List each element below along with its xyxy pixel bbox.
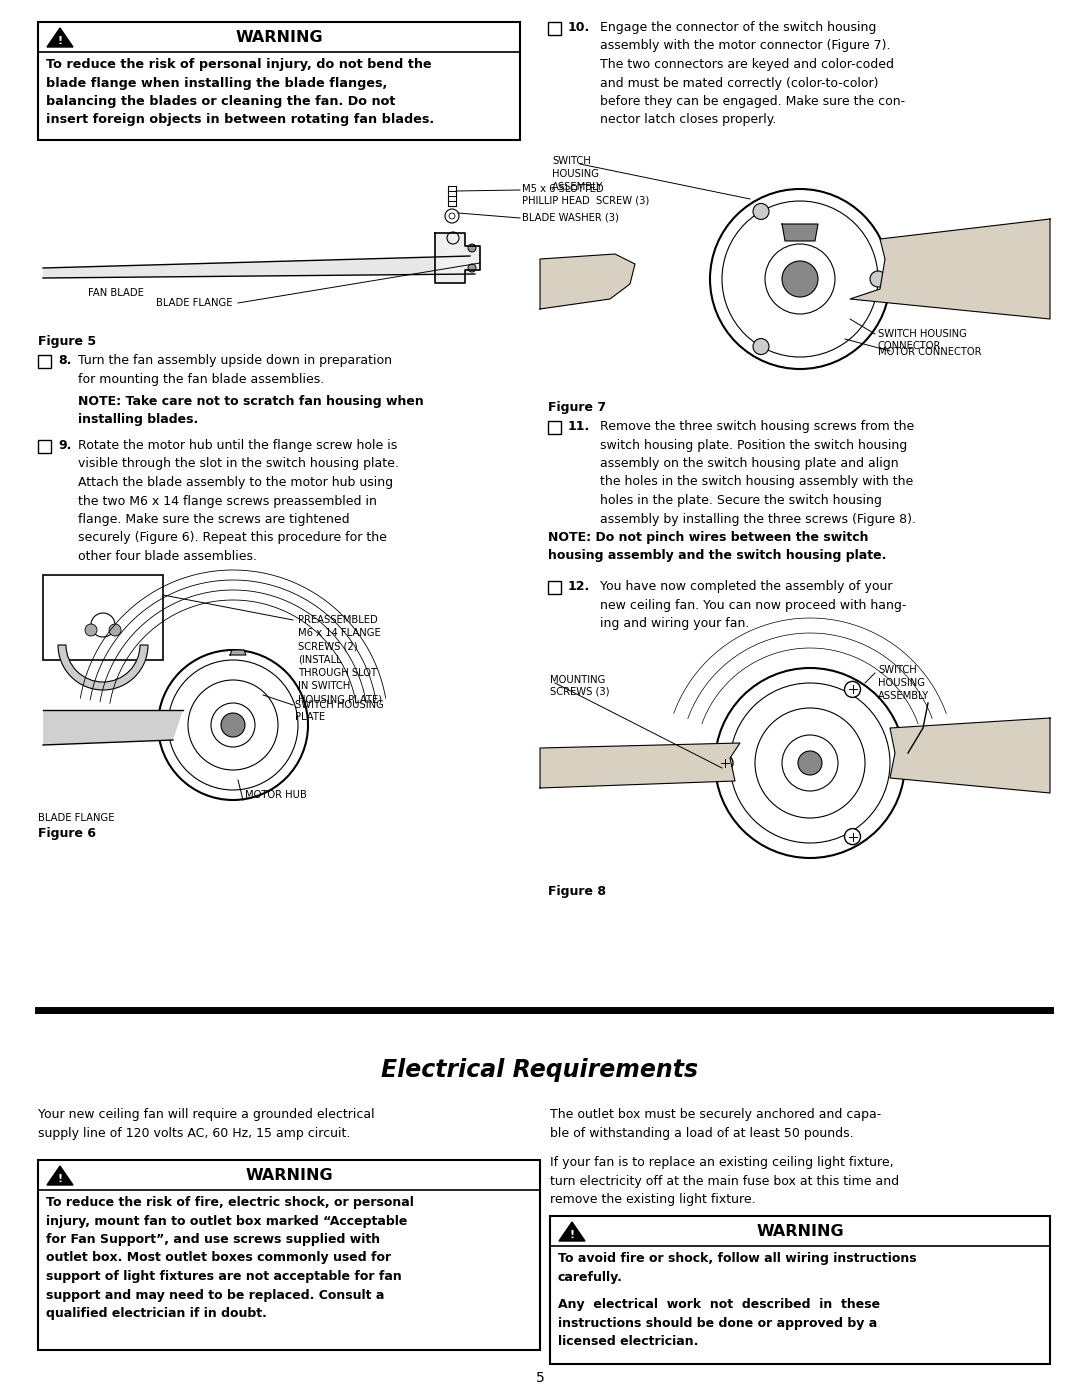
Text: The outlet box must be securely anchored and capa-
ble of withstanding a load of: The outlet box must be securely anchored…: [550, 1108, 881, 1140]
Text: MOUNTING
SCREWS (3): MOUNTING SCREWS (3): [550, 675, 609, 697]
Polygon shape: [230, 650, 246, 655]
Polygon shape: [559, 1222, 585, 1241]
Circle shape: [468, 264, 476, 272]
Polygon shape: [435, 233, 480, 284]
Text: BLADE FLANGE: BLADE FLANGE: [157, 298, 233, 307]
Text: !: !: [57, 36, 63, 46]
Polygon shape: [782, 224, 818, 242]
Polygon shape: [540, 254, 635, 309]
Text: Rotate the motor hub until the flange screw hole is
visible through the slot in : Rotate the motor hub until the flange sc…: [78, 439, 399, 563]
Text: To reduce the risk of fire, electric shock, or personal
injury, mount fan to out: To reduce the risk of fire, electric sho…: [46, 1196, 414, 1320]
Text: WARNING: WARNING: [245, 1168, 333, 1182]
Circle shape: [468, 244, 476, 251]
Text: SWITCH HOUSING
CONNECTOR: SWITCH HOUSING CONNECTOR: [878, 330, 967, 351]
Text: Figure 6: Figure 6: [38, 827, 96, 840]
Bar: [548, 22, 561, 35]
Text: Engage the connector of the switch housing
assembly with the motor connector (Fi: Engage the connector of the switch housi…: [600, 21, 905, 127]
Text: Figure 5: Figure 5: [38, 335, 96, 348]
Polygon shape: [48, 1166, 73, 1185]
Text: BLADE FLANGE: BLADE FLANGE: [38, 813, 114, 823]
Circle shape: [109, 624, 121, 636]
Bar: [38, 22, 519, 140]
Bar: [43, 576, 163, 659]
Circle shape: [782, 261, 818, 298]
Circle shape: [753, 338, 769, 355]
Bar: [550, 1215, 1050, 1363]
Text: 10.: 10.: [568, 21, 591, 34]
Text: Electrical Requirements: Electrical Requirements: [381, 1058, 699, 1083]
Text: BLADE WASHER (3): BLADE WASHER (3): [522, 212, 619, 222]
Text: 11.: 11.: [568, 420, 591, 433]
Text: MOTOR HUB: MOTOR HUB: [245, 789, 307, 800]
Text: If your fan is to replace an existing ceiling light fixture,
turn electricity of: If your fan is to replace an existing ce…: [550, 1155, 900, 1206]
Text: Turn the fan assembly upside down in preparation
for mounting the fan blade asse: Turn the fan assembly upside down in pre…: [78, 353, 392, 386]
Bar: [548, 581, 561, 594]
Text: 5: 5: [536, 1370, 544, 1384]
Text: Any  electrical  work  not  described  in  these
instructions should be done or : Any electrical work not described in the…: [558, 1298, 880, 1348]
Text: Figure 8: Figure 8: [548, 886, 606, 898]
Bar: [38, 440, 51, 453]
Text: 9.: 9.: [58, 439, 71, 453]
Text: Remove the three switch housing screws from the
switch housing plate. Position t: Remove the three switch housing screws f…: [600, 420, 916, 525]
Circle shape: [845, 682, 861, 697]
Polygon shape: [540, 743, 740, 788]
Polygon shape: [850, 219, 1050, 319]
Text: To avoid fire or shock, follow all wiring instructions
carefully.: To avoid fire or shock, follow all wirin…: [558, 1252, 917, 1284]
Circle shape: [798, 752, 822, 775]
Circle shape: [221, 712, 245, 738]
Polygon shape: [890, 718, 1050, 793]
Circle shape: [753, 204, 769, 219]
Text: FAN BLADE: FAN BLADE: [87, 288, 144, 298]
Bar: [38, 1160, 540, 1350]
Circle shape: [870, 271, 886, 286]
Text: To reduce the risk of personal injury, do not bend the
blade flange when install: To reduce the risk of personal injury, d…: [46, 59, 434, 127]
Wedge shape: [58, 645, 148, 690]
Text: SWITCH HOUSING
PLATE: SWITCH HOUSING PLATE: [295, 700, 383, 722]
Text: WARNING: WARNING: [235, 29, 323, 45]
Text: WARNING: WARNING: [756, 1224, 843, 1239]
Bar: [548, 420, 561, 434]
Text: MOTOR CONNECTOR: MOTOR CONNECTOR: [878, 346, 982, 358]
Text: SWITCH
HOUSING
ASSEMBLY: SWITCH HOUSING ASSEMBLY: [552, 156, 604, 193]
Polygon shape: [48, 28, 73, 47]
Text: 8.: 8.: [58, 353, 71, 367]
Text: SWITCH
HOUSING
ASSEMBLY: SWITCH HOUSING ASSEMBLY: [878, 665, 929, 701]
Text: M5 x 6 SLOTTED
PHILLIP HEAD  SCREW (3): M5 x 6 SLOTTED PHILLIP HEAD SCREW (3): [522, 184, 649, 205]
Text: Figure 7: Figure 7: [548, 401, 606, 414]
Circle shape: [717, 754, 733, 771]
Text: You have now completed the assembly of your
new ceiling fan. You can now proceed: You have now completed the assembly of y…: [600, 580, 906, 630]
Text: !: !: [57, 1173, 63, 1183]
Polygon shape: [43, 710, 183, 745]
Text: NOTE: Take care not to scratch fan housing when
installing blades.: NOTE: Take care not to scratch fan housi…: [78, 395, 423, 426]
Text: PREASSEMBLED
M6 x 14 FLANGE
SCREWS (2)
(INSTALL
THROUGH SLOT
IN SWITCH
HOUSING P: PREASSEMBLED M6 x 14 FLANGE SCREWS (2) (…: [298, 615, 382, 704]
Circle shape: [91, 613, 114, 637]
Text: !: !: [569, 1229, 575, 1239]
Text: Your new ceiling fan will require a grounded electrical
supply line of 120 volts: Your new ceiling fan will require a grou…: [38, 1108, 375, 1140]
Bar: [38, 355, 51, 367]
Text: NOTE: Do not pinch wires between the switch
housing assembly and the switch hous: NOTE: Do not pinch wires between the swi…: [548, 531, 887, 563]
Text: 12.: 12.: [568, 580, 591, 592]
Polygon shape: [43, 256, 475, 278]
Circle shape: [85, 624, 97, 636]
Circle shape: [845, 828, 861, 845]
